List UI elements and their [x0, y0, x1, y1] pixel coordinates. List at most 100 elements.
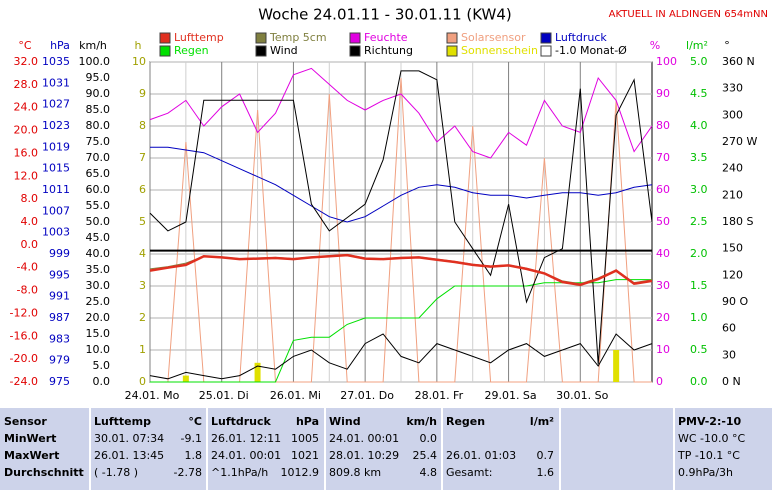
cell-text: km/h — [406, 415, 437, 428]
y-tick-label: 30.0 — [86, 279, 111, 292]
cell-text: 0.0 — [419, 432, 438, 445]
y-tick-label: 975 — [49, 375, 70, 388]
x-tick-label: 28.01. Fr — [415, 389, 464, 402]
y-tick-label: 16.0 — [14, 146, 39, 159]
y-tick-label: 1 — [139, 343, 146, 356]
y-tick-label: 100 — [656, 55, 677, 68]
axis-unit: ° — [724, 39, 730, 52]
axis-unit: h — [135, 39, 142, 52]
y-tick-label: 1031 — [42, 76, 70, 89]
y-tick-label: 995 — [49, 268, 70, 281]
axis-unit: km/h — [79, 39, 107, 52]
axis-unit: l/m² — [686, 39, 708, 52]
legend-label: Richtung — [364, 44, 413, 57]
y-tick-label: 30 — [656, 279, 670, 292]
cell-text: ^1.1hPa/h — [211, 466, 269, 479]
y-tick-label: 240 — [722, 162, 743, 175]
x-tick-label: 24.01. Mo — [125, 389, 180, 402]
y-tick-label: 4.0 — [690, 119, 708, 132]
cell-text: MinWert — [4, 432, 57, 445]
cell-text: l/m² — [529, 415, 554, 428]
cell-text: 1005 — [291, 432, 319, 445]
table-cell: Sensor — [0, 414, 88, 430]
y-tick-label: 70 — [656, 151, 670, 164]
cell-text: 809.8 km — [329, 466, 382, 479]
y-tick-label: -24.0 — [10, 375, 38, 388]
y-tick-label: 8.0 — [21, 192, 39, 205]
y-tick-label: 20.0 — [86, 311, 111, 324]
y-tick-label: 20 — [656, 311, 670, 324]
axis-unit: °C — [18, 39, 32, 52]
table-cell: 30.01. 07:34 -9.1 — [90, 431, 206, 447]
cell-text: hPa — [295, 415, 319, 428]
legend-swatch — [540, 45, 552, 57]
x-tick-label: 26.01. Mi — [270, 389, 321, 402]
legend-label: Solarsensor — [461, 31, 526, 44]
legend-label: Feuchte — [364, 31, 408, 44]
y-tick-label: 8 — [139, 119, 146, 132]
cell-text: WC -10.0 °C — [678, 432, 746, 445]
series-line — [149, 253, 653, 287]
cell-text: 0.7 — [536, 449, 555, 462]
y-tick-label: 60 — [722, 322, 736, 335]
y-tick-label: 7 — [139, 151, 146, 164]
y-tick-label: 50 — [656, 215, 670, 228]
y-tick-label: 10.0 — [86, 343, 111, 356]
y-tick-label: 0.0 — [21, 238, 39, 251]
legend-swatch — [159, 32, 171, 44]
y-tick-label: 1023 — [42, 119, 70, 132]
y-tick-label: 300 — [722, 108, 743, 121]
table-cell: Durchschnitt — [0, 465, 88, 481]
y-tick-label: 6 — [139, 183, 146, 196]
table-cell: 26.01. 01:03 0.7 — [442, 448, 558, 464]
cell-text: 1.6 — [536, 466, 555, 479]
y-tick-label: 330 — [722, 82, 743, 95]
legend-swatch — [255, 45, 267, 57]
cell-text: 24.01. 00:01 — [211, 449, 282, 462]
y-tick-label: 1011 — [42, 183, 70, 196]
y-tick-label: 30 — [722, 348, 736, 361]
column-divider — [324, 408, 326, 490]
cell-text: 1021 — [291, 449, 319, 462]
y-tick-label: 50.0 — [86, 215, 111, 228]
column-divider — [559, 408, 561, 490]
column-divider — [206, 408, 208, 490]
table-cell: Gesamt: 1.6 — [442, 465, 558, 481]
y-tick-label: 1.0 — [690, 311, 708, 324]
cell-text: -9.1 — [180, 432, 202, 445]
y-tick-label: 1015 — [42, 162, 70, 175]
plot-layer — [149, 61, 653, 383]
cell-text: 24.01. 00:01 — [329, 432, 400, 445]
column-divider — [441, 408, 443, 490]
y-tick-label: 95.0 — [86, 71, 111, 84]
y-tick-label: -20.0 — [10, 352, 38, 365]
y-tick-label: -16.0 — [10, 329, 38, 342]
table-cell: Lufttemp °C — [90, 414, 206, 430]
legend-swatch — [159, 45, 171, 57]
y-tick-label: 1035 — [42, 55, 70, 68]
y-tick-label: 65.0 — [86, 167, 111, 180]
cell-text: Lufttemp — [94, 415, 151, 428]
cell-text: 1.8 — [184, 449, 203, 462]
cell-text: 1012.9 — [280, 466, 320, 479]
cell-text: Gesamt: — [446, 466, 493, 479]
y-tick-label: 0.0 — [93, 375, 111, 388]
y-tick-label: 0.0 — [690, 375, 708, 388]
y-tick-label: 75.0 — [86, 135, 111, 148]
table-cell: MaxWert — [0, 448, 88, 464]
table-cell: PMV-2:-10 — [674, 414, 772, 430]
cell-text: 28.01. 10:29 — [329, 449, 400, 462]
y-tick-label: 60 — [656, 183, 670, 196]
cell-text: Regen — [446, 415, 486, 428]
sun-bar — [254, 362, 261, 382]
y-tick-label: 40 — [656, 247, 670, 260]
legend-label: -1.0 Monat-Ø — [555, 44, 627, 57]
y-tick-label: 90 — [656, 87, 670, 100]
y-tick-label: 1019 — [42, 140, 70, 153]
y-tick-label: 90 O — [722, 295, 748, 308]
legend-label: Lufttemp — [174, 31, 224, 44]
series-line — [149, 67, 653, 159]
table-cell: Luftdruck hPa — [207, 414, 323, 430]
table-cell: 26.01. 12:11 1005 — [207, 431, 323, 447]
